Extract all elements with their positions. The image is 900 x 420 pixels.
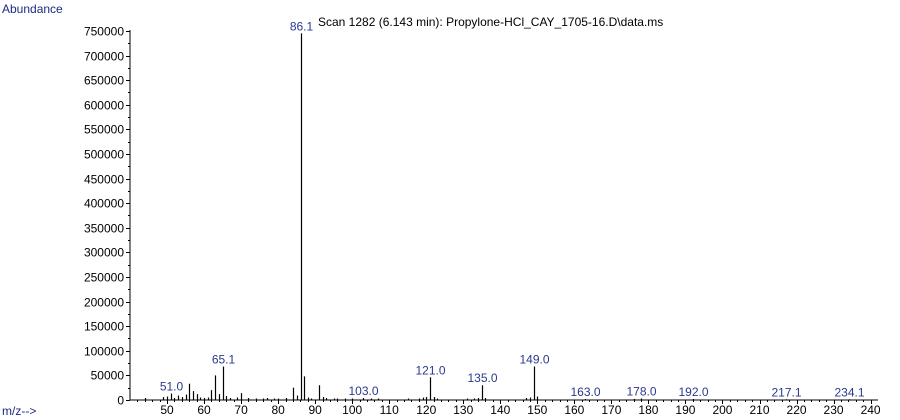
x-tick-label: 60: [197, 403, 211, 417]
x-tick-label: 160: [564, 403, 584, 417]
y-tick-label: 350000: [84, 222, 124, 236]
x-tick-label: 80: [271, 403, 285, 417]
y-axis-title: Abundance: [2, 2, 63, 16]
x-tick-label: 150: [527, 403, 547, 417]
x-tick-label: 230: [824, 403, 844, 417]
peak-label: 51.0: [160, 380, 184, 394]
x-tick-label: 90: [308, 403, 322, 417]
x-tick-label: 50: [160, 403, 174, 417]
peak-label: 217.1: [771, 385, 801, 399]
plot-area: 0 50000 100000 150000 200000 250000 300000 3500…: [84, 19, 881, 417]
peak-label: 149.0: [519, 353, 549, 367]
x-tick-label: 200: [712, 403, 732, 417]
x-tick-label: 180: [638, 403, 658, 417]
y-tick-label: 400000: [84, 197, 124, 211]
x-axis-title: m/z-->: [2, 404, 36, 418]
x-tick-label: 220: [787, 403, 807, 417]
y-tick-label: 100000: [84, 345, 124, 359]
peak-label: 163.0: [570, 385, 600, 399]
y-tick-label: 750000: [84, 25, 124, 39]
peak-label: 192.0: [678, 385, 708, 399]
y-tick-label: 150000: [84, 320, 124, 334]
y-tick-label: 650000: [84, 74, 124, 88]
y-tick-label: 500000: [84, 148, 124, 162]
peak-label: 86.1: [290, 19, 314, 33]
y-tick-label: 600000: [84, 99, 124, 113]
x-tick-label: 190: [675, 403, 695, 417]
x-tick-label: 100: [342, 403, 362, 417]
y-tick-label: 450000: [84, 173, 124, 187]
y-tick-label: 700000: [84, 50, 124, 64]
x-tick-label: 110: [380, 403, 399, 417]
peak-label: 178.0: [626, 385, 656, 399]
chart-title: Scan 1282 (6.143 min): Propylone-HCl_CAY…: [318, 15, 663, 29]
y-tick-label: 50000: [91, 369, 125, 383]
y-tick-label: 200000: [84, 296, 124, 310]
peak-label: 65.1: [212, 353, 236, 367]
peak-label: 135.0: [467, 371, 497, 385]
x-tick-label: 140: [490, 403, 510, 417]
peak-label: 103.0: [348, 384, 378, 398]
x-tick-label: 210: [749, 403, 769, 417]
x-tick-label: 70: [234, 403, 248, 417]
x-tick-label: 240: [861, 403, 881, 417]
peak-label: 234.1: [834, 385, 864, 399]
x-tick-label: 120: [416, 403, 436, 417]
x-tick-label: 170: [601, 403, 621, 417]
peak-label: 121.0: [415, 363, 445, 377]
y-tick-label: 300000: [84, 246, 124, 260]
y-tick-label: 250000: [84, 271, 124, 285]
y-tick-label: 0: [117, 394, 124, 408]
y-tick-label: 550000: [84, 123, 124, 137]
x-tick-label: 130: [453, 403, 473, 417]
